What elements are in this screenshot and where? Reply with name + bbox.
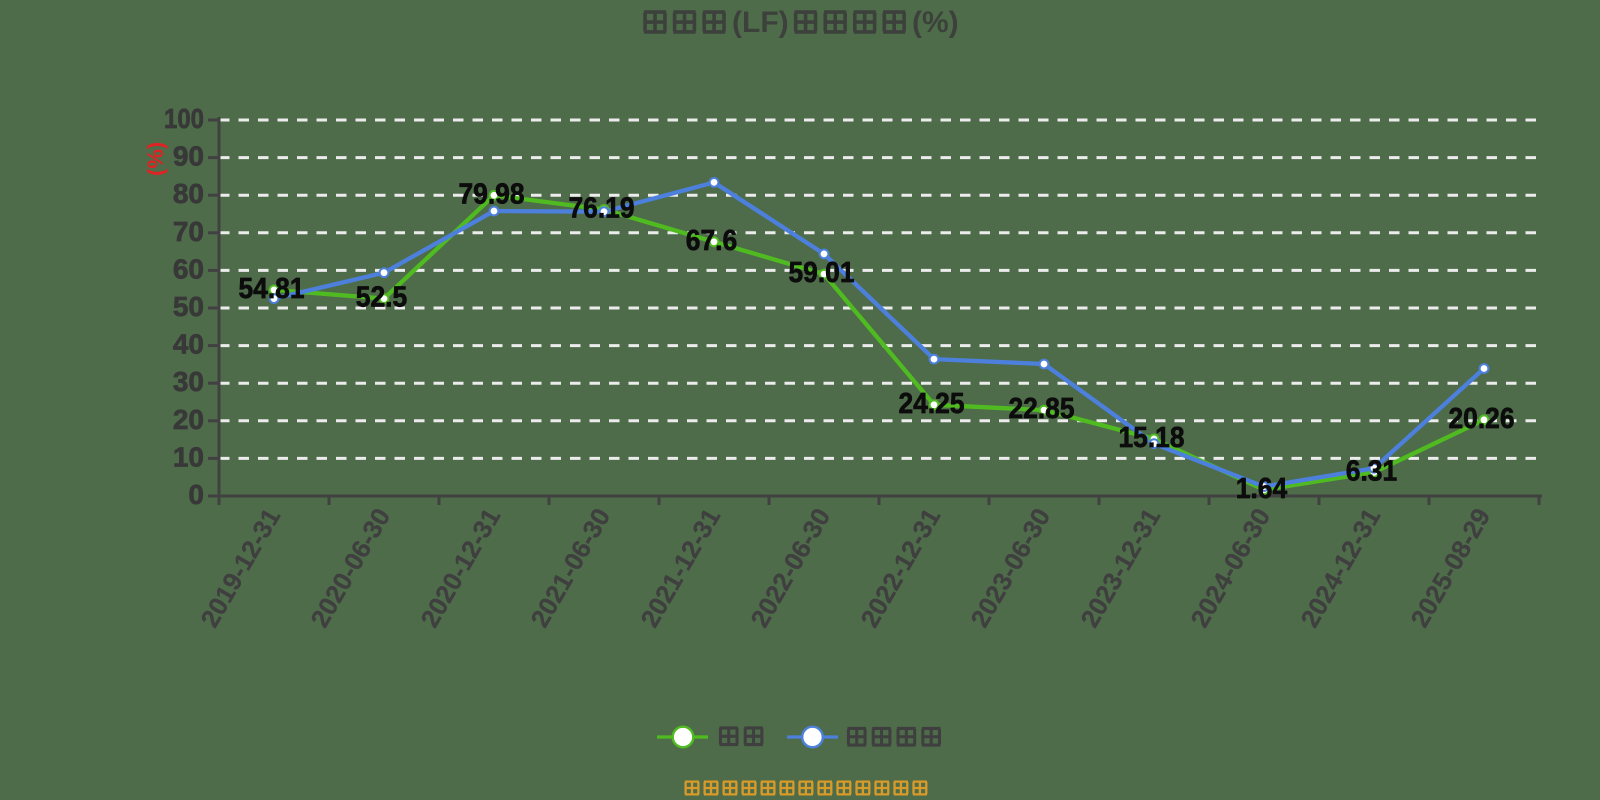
svg-text:22.85: 22.85 [1009,393,1075,425]
svg-text:100: 100 [164,103,204,134]
svg-text:90: 90 [173,141,204,172]
svg-text:0: 0 [188,479,204,510]
svg-text:70: 70 [173,216,204,247]
svg-text:24.25: 24.25 [899,388,965,420]
svg-text:79.98: 79.98 [459,178,525,210]
svg-text:40: 40 [173,329,204,360]
svg-text:(LF): (LF) [732,6,789,39]
svg-text:(%): (%) [143,142,168,176]
svg-text:60: 60 [173,253,204,284]
svg-text:20.26: 20.26 [1449,403,1515,435]
svg-text:80: 80 [173,178,204,209]
svg-text:15.18: 15.18 [1119,422,1185,454]
svg-text:54.81: 54.81 [239,273,305,305]
svg-text:59.01: 59.01 [789,257,855,289]
svg-text:6.31: 6.31 [1346,455,1398,487]
svg-text:30: 30 [173,366,204,397]
svg-text:52.5: 52.5 [356,282,408,314]
svg-text:1.64: 1.64 [1236,473,1288,505]
svg-text:76.19: 76.19 [569,193,635,225]
svg-text:50: 50 [173,291,204,322]
svg-text:67.6: 67.6 [686,225,738,257]
svg-text:10: 10 [173,441,204,472]
svg-text:(%): (%) [912,6,959,39]
svg-text:20: 20 [173,404,204,435]
